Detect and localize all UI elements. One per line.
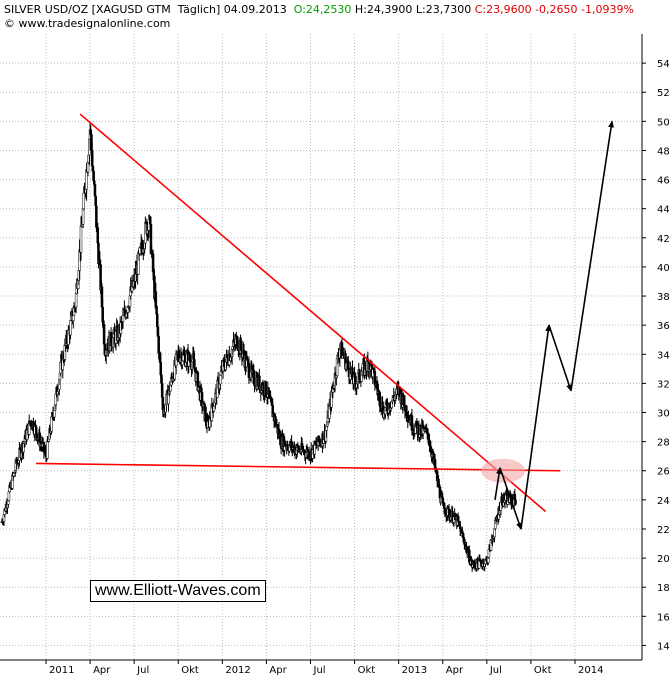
candle-body — [86, 162, 90, 173]
y-tick-label: 16 — [657, 612, 670, 623]
open-value: O:24,2530 — [293, 3, 352, 16]
candle-body — [72, 315, 75, 321]
candle-body — [360, 374, 363, 382]
candle-body — [458, 526, 462, 530]
x-tick-label: Okt — [181, 665, 199, 676]
y-tick-label: 48 — [657, 146, 670, 157]
candle-body — [53, 409, 56, 418]
y-tick-label: 24 — [657, 496, 670, 507]
y-tick-label: 14 — [657, 641, 670, 652]
candle-body — [74, 293, 78, 308]
y-tick-label: 18 — [657, 583, 670, 594]
y-tick-label: 20 — [657, 554, 670, 565]
candle-body — [94, 195, 97, 207]
candle-body — [202, 402, 206, 405]
x-tick-label: 2011 — [49, 665, 74, 676]
source-line: © www.tradesignalonline.com — [4, 17, 170, 30]
projection-arrow — [499, 467, 522, 530]
x-tick-label: Apr — [93, 665, 111, 676]
candle-body — [154, 291, 158, 307]
instrument-label: SILVER USD/OZ [XAGUSD GTM Täglich] — [4, 3, 221, 16]
candle-body — [270, 397, 273, 403]
trendline-downtrend — [79, 113, 547, 513]
x-tick-label: 2014 — [578, 665, 603, 676]
candle-body — [218, 374, 222, 385]
candle-body — [47, 438, 51, 442]
x-tick-label: 2012 — [225, 665, 250, 676]
candle-body — [212, 405, 216, 412]
y-tick-label: 30 — [657, 409, 670, 420]
x-tick-label: 2013 — [402, 665, 427, 676]
copyright-icon: © — [4, 17, 15, 30]
candle-body — [82, 192, 86, 210]
candle-body — [514, 499, 517, 505]
y-tick-label: 50 — [657, 117, 670, 128]
chart-annotations — [35, 113, 615, 530]
trendline-support — [35, 462, 561, 472]
x-tick-label: Okt — [358, 665, 376, 676]
projection-arrow — [494, 466, 503, 500]
candle-body — [69, 320, 72, 336]
y-tick-label: 44 — [657, 205, 670, 216]
y-tick-label: 54 — [657, 59, 670, 70]
x-tick-label: Jul — [489, 665, 502, 676]
x-axis: 2011 Apr Jul Okt 2012 Apr Jul Okt 2013 Apr Jul Okt 2… — [0, 659, 642, 676]
close-change-value: C:23,9600 -0,2650 -1,0939% — [474, 3, 634, 16]
candle-body — [93, 184, 97, 197]
candle-body — [46, 440, 49, 459]
y-tick-label: 36 — [657, 321, 670, 332]
x-tick-label: Apr — [446, 665, 464, 676]
y-tick-label: 42 — [657, 234, 670, 245]
x-tick-label: Okt — [534, 665, 552, 676]
candle-body — [193, 367, 197, 372]
breakout-target-marker — [481, 458, 525, 483]
candle-body — [426, 428, 429, 435]
candle-body — [347, 360, 350, 369]
projection-arrow — [570, 120, 615, 391]
candlestick-series — [0, 122, 517, 572]
y-axis: 14 16 18 20 22 24 26 28 30 32 34 36 38 40 42 44 46 48 50 52… — [641, 34, 670, 660]
y-tick-label: 40 — [657, 263, 670, 274]
chart-header: SILVER USD/OZ [XAGUSD GTM Täglich] 04.09… — [4, 3, 634, 16]
x-tick-label: Jul — [136, 665, 149, 676]
header-date: 04.09.2013 — [223, 3, 287, 16]
y-tick-label: 22 — [657, 525, 670, 536]
candle-body — [79, 225, 83, 253]
candle-body — [121, 315, 125, 322]
candle-body — [159, 362, 163, 376]
x-tick-label: Apr — [269, 665, 287, 676]
watermark-label: www.Elliott-Waves.com — [90, 580, 266, 602]
y-tick-label: 34 — [657, 350, 670, 361]
candle-body — [81, 208, 85, 225]
high-value: H:24,3900 — [354, 3, 413, 16]
y-tick-label: 38 — [657, 292, 670, 303]
low-value: L:23,7300 — [415, 3, 472, 16]
y-tick-label: 26 — [657, 467, 670, 478]
x-tick-label: Jul — [313, 665, 326, 676]
y-tick-label: 28 — [657, 438, 670, 449]
y-tick-label: 32 — [657, 379, 670, 390]
projection-arrow — [520, 324, 552, 530]
projection-arrow — [548, 324, 572, 392]
candle-body — [34, 426, 38, 435]
source-label: www.tradesignalonline.com — [18, 17, 171, 30]
y-tick-label: 52 — [657, 88, 670, 99]
candle-body — [264, 381, 267, 396]
y-tick-label: 46 — [657, 176, 670, 187]
